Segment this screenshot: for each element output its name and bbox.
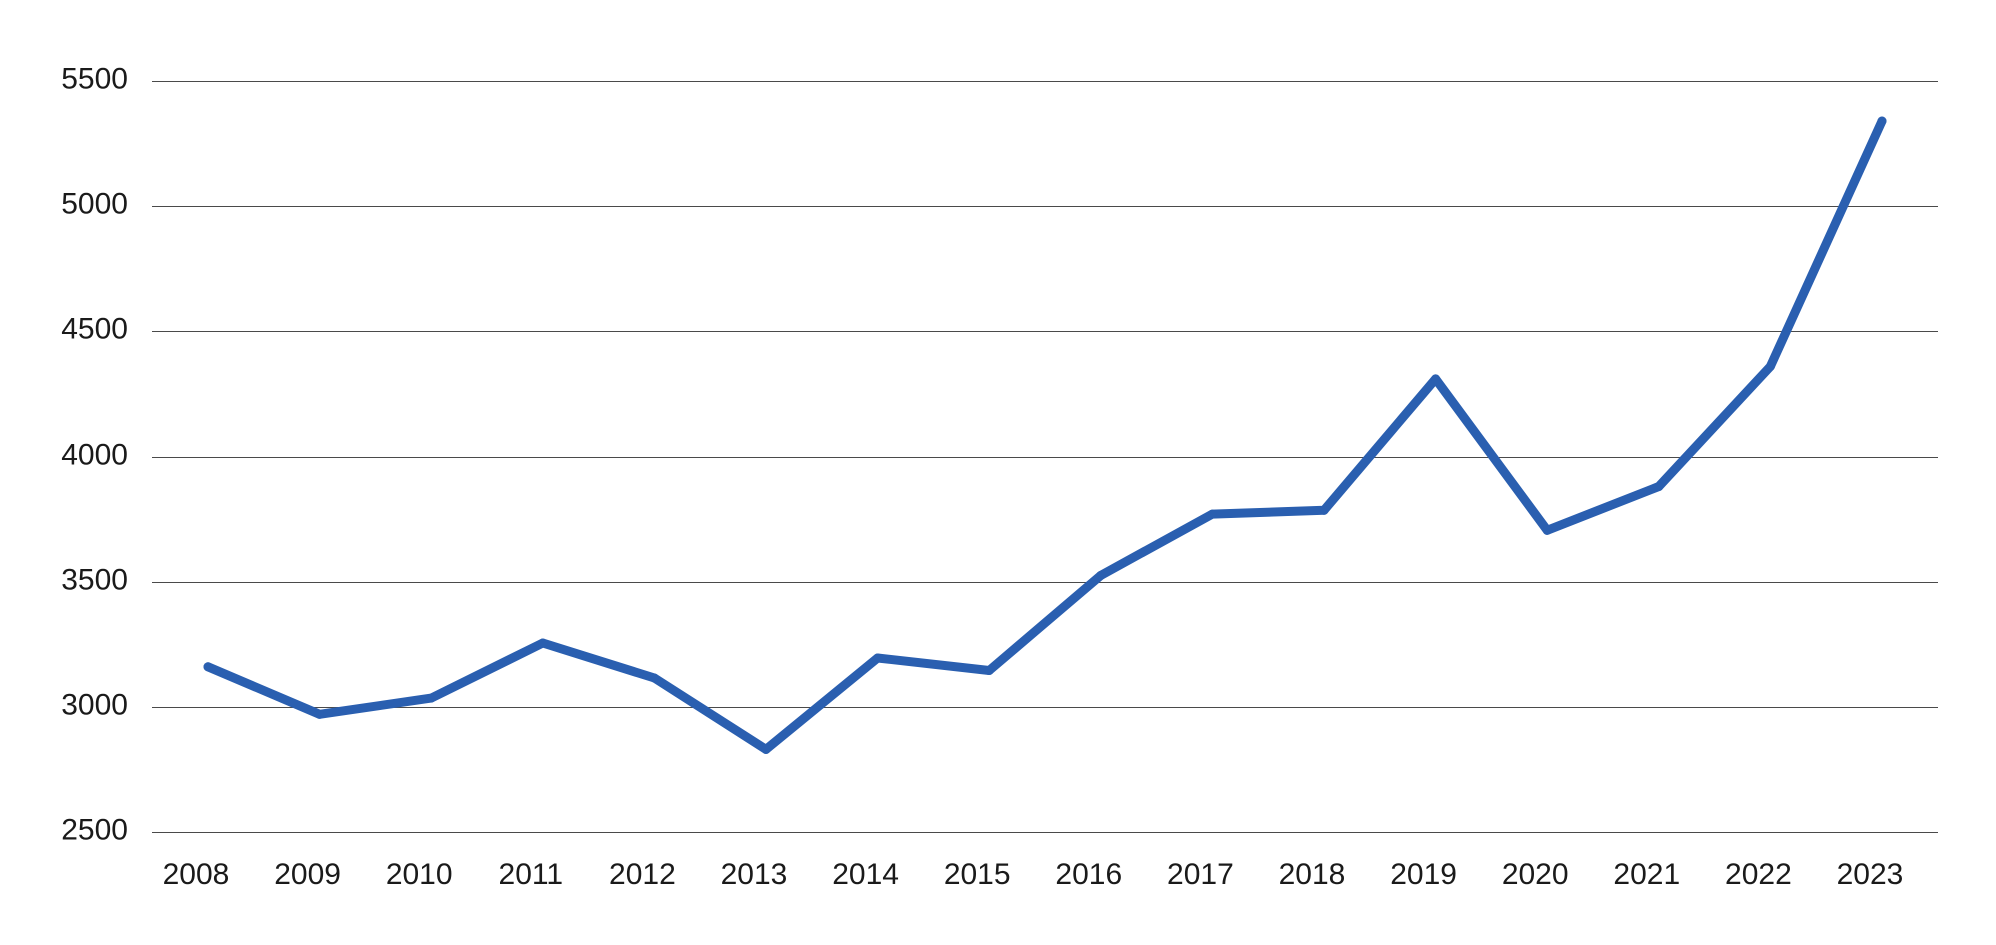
data-point — [649, 673, 659, 683]
gridlines — [152, 80, 1938, 834]
x-tick-label: 2019 — [1390, 858, 1457, 891]
data-point — [761, 744, 771, 754]
y-tick-label: 3000 — [61, 688, 128, 721]
x-tick-label: 2017 — [1167, 858, 1234, 891]
data-point — [873, 653, 883, 663]
y-tick-label: 2500 — [61, 813, 128, 846]
data-point — [538, 638, 548, 648]
x-tick-label: 2008 — [163, 858, 230, 891]
x-tick-label: 2022 — [1725, 858, 1792, 891]
data-point — [1765, 361, 1775, 371]
x-axis-tick-labels: 2008 2009 2010 2011 2012 2013 2014 2015 2016 2017… — [163, 858, 1904, 891]
y-tick-label: 4000 — [61, 438, 128, 471]
x-tick-label: 2014 — [832, 858, 899, 891]
data-point — [203, 662, 213, 672]
x-tick-label: 2012 — [609, 858, 676, 891]
data-point — [1877, 116, 1887, 126]
data-point — [1654, 482, 1664, 492]
series-layer — [203, 116, 1887, 754]
data-point — [1319, 505, 1329, 515]
data-point — [1542, 525, 1552, 535]
x-tick-label: 2018 — [1279, 858, 1346, 891]
x-tick-label: 2021 — [1613, 858, 1680, 891]
x-tick-label: 2011 — [499, 858, 564, 891]
x-tick-label: 2015 — [944, 858, 1011, 891]
x-tick-label: 2020 — [1502, 858, 1569, 891]
x-tick-label: 2023 — [1837, 858, 1904, 891]
data-point — [1207, 509, 1217, 519]
data-point — [1431, 374, 1441, 384]
y-tick-label: 5000 — [61, 187, 128, 220]
data-point — [315, 709, 325, 719]
data-point — [984, 666, 994, 676]
x-tick-label: 2013 — [721, 858, 788, 891]
x-tick-label: 2010 — [386, 858, 453, 891]
x-tick-label: 2009 — [274, 858, 341, 891]
y-tick-label: 4500 — [61, 312, 128, 345]
data-point — [1096, 570, 1106, 580]
x-tick-label: 2016 — [1055, 858, 1122, 891]
data-point — [426, 693, 436, 703]
y-tick-label: 3500 — [61, 563, 128, 596]
y-axis-tick-labels: 2500 3000 3500 4000 4500 5000 5500 — [61, 62, 128, 846]
y-tick-label: 5500 — [61, 62, 128, 95]
series-line-0 — [203, 116, 1887, 754]
